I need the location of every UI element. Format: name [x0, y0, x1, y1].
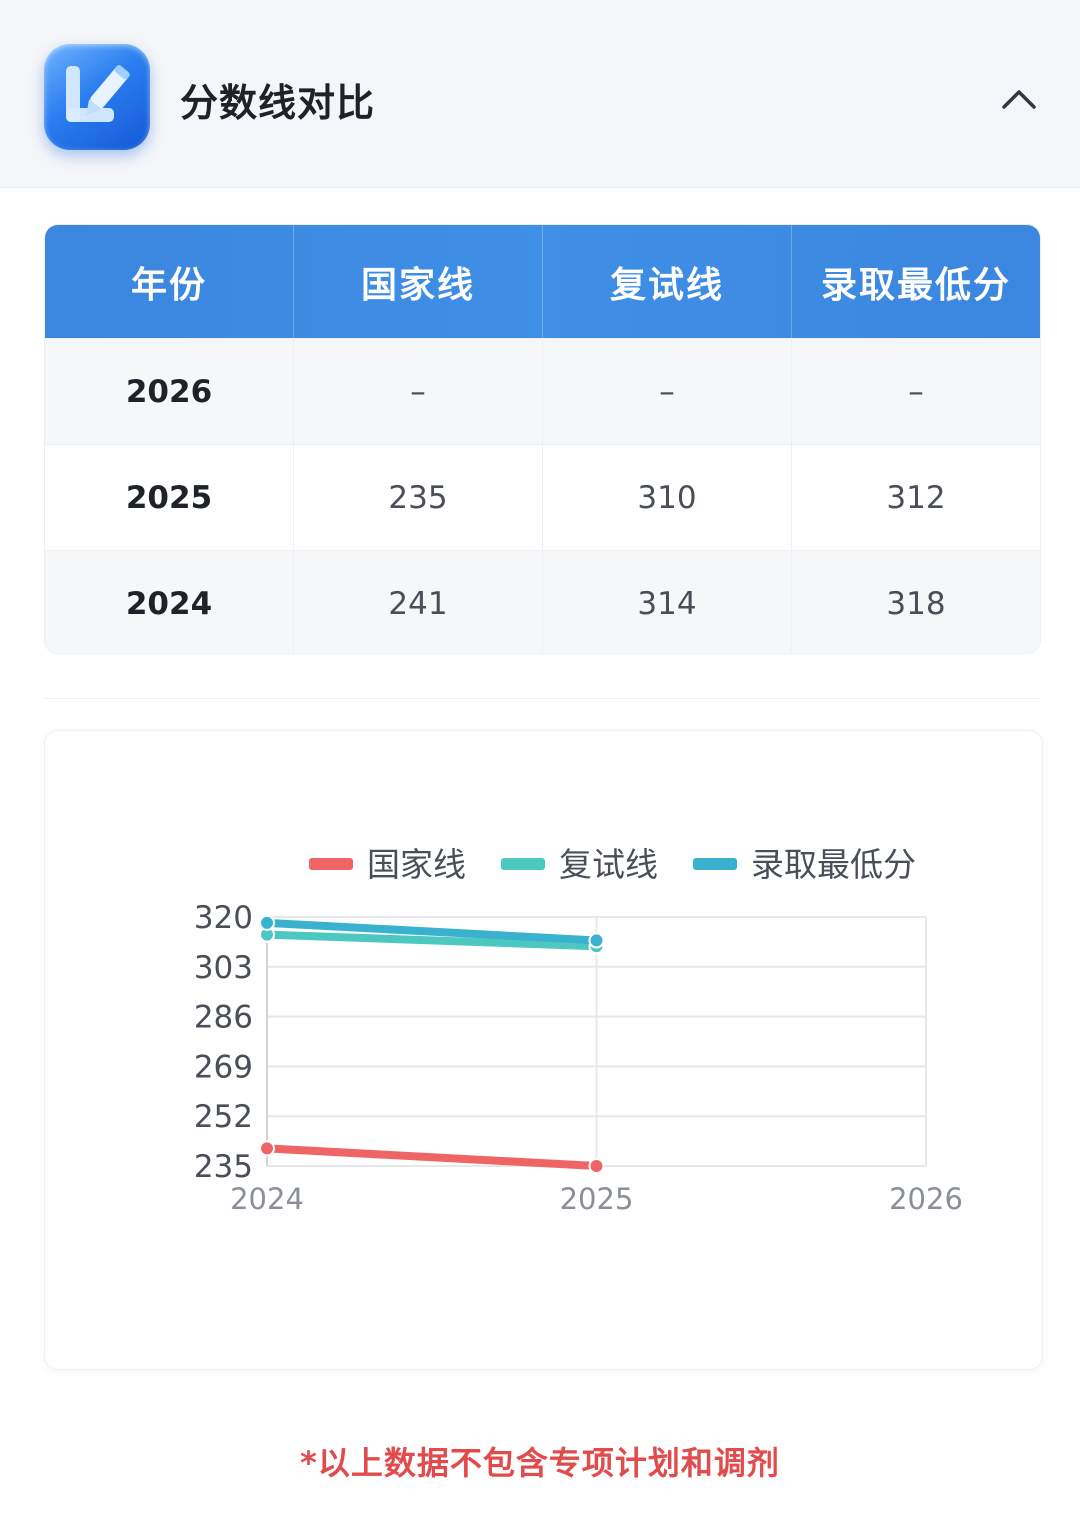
cell-year: 2026: [45, 339, 294, 444]
cell-retest: 310: [543, 445, 792, 550]
column-header-min-admit: 录取最低分: [820, 264, 1011, 306]
x-tick-label: 2025: [560, 1182, 634, 1216]
data-point: [259, 1140, 275, 1157]
collapse-button[interactable]: [990, 70, 1048, 128]
legend-label: 录取最低分: [751, 845, 916, 884]
series-line: [263, 918, 601, 945]
cell-min-admit: 312: [886, 479, 946, 516]
page-title: 分数线对比: [180, 81, 376, 125]
legend-swatch: [501, 858, 545, 870]
column-header-national: 国家线: [294, 225, 543, 338]
y-tick-label: 235: [194, 1149, 253, 1185]
cell-retest: –: [543, 339, 792, 444]
legend-label: 复试线: [559, 845, 658, 884]
cell-min-admit: –: [908, 373, 924, 410]
data-point: [259, 914, 275, 931]
x-tick-label: 2024: [230, 1182, 304, 1216]
score-table: 年份 国家线 复试线 录取最低分 2026 – – – 2025 235 310…: [44, 224, 1041, 654]
chevron-up-icon: [1002, 90, 1036, 109]
x-tick-label: 2026: [889, 1182, 963, 1216]
y-tick-label: 303: [194, 950, 253, 986]
pencil-note-icon: [44, 44, 150, 150]
table-row: 2025 235 310 312: [45, 444, 1040, 550]
series-line: [263, 1144, 601, 1170]
y-tick-label: 252: [194, 1099, 253, 1135]
cell-national: –: [294, 339, 543, 444]
cell-year: 2024: [45, 551, 294, 653]
series-line: [263, 930, 601, 951]
y-tick-label: 320: [194, 900, 253, 936]
table-row: 2026 – – –: [45, 338, 1040, 444]
y-tick-label: 286: [194, 1000, 253, 1036]
y-tick-label: 269: [194, 1049, 253, 1085]
data-point: [588, 1158, 605, 1174]
column-header-retest: 复试线: [543, 225, 792, 338]
footnote: *以上数据不包含专项计划和调剂: [300, 1444, 780, 1482]
legend-label: 国家线: [367, 845, 466, 884]
table-row: 2024 241 314 318: [45, 550, 1040, 653]
table-header: 年份 国家线 复试线 录取最低分: [45, 225, 1040, 338]
cell-year: 2025: [45, 445, 294, 550]
cell-national: 241: [294, 551, 543, 653]
column-header-year: 年份: [45, 225, 294, 338]
cell-national: 235: [294, 445, 543, 550]
legend-swatch: [309, 858, 353, 870]
data-point: [588, 932, 605, 949]
cell-retest: 314: [543, 551, 792, 653]
cell-min-admit: 318: [886, 585, 946, 622]
header-bar: 分数线对比: [0, 0, 1080, 188]
section-divider: [44, 698, 1041, 699]
legend-swatch: [693, 858, 737, 870]
chart-card: 320 303 286 269 252 235 2024 2025 2026 国家线 复试线 录取最低…: [44, 730, 1043, 1370]
